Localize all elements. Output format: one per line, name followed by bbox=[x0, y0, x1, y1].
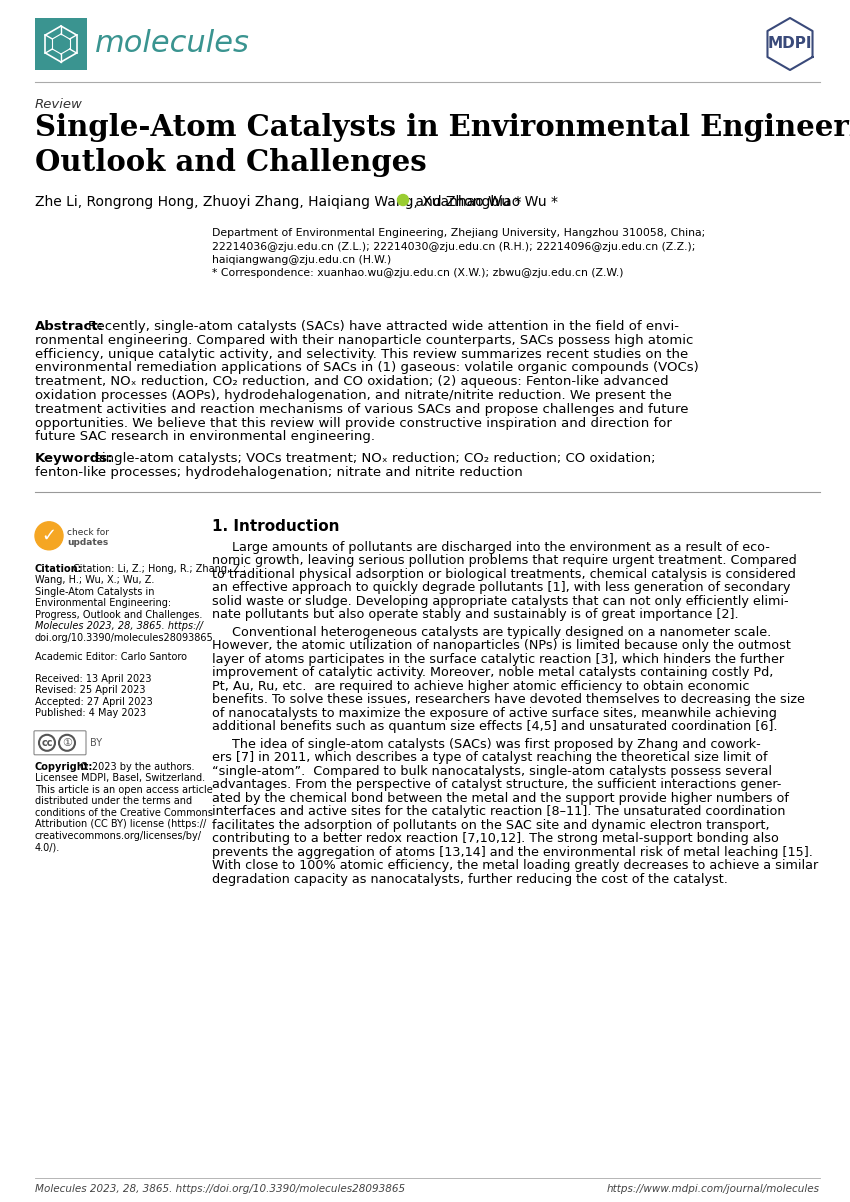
Text: Received: 13 April 2023: Received: 13 April 2023 bbox=[35, 674, 151, 684]
Text: Conventional heterogeneous catalysts are typically designed on a nanometer scale: Conventional heterogeneous catalysts are… bbox=[212, 626, 771, 638]
Text: Copyright:: Copyright: bbox=[35, 762, 94, 772]
Text: improvement of catalytic activity. Moreover, noble metal catalysts containing co: improvement of catalytic activity. Moreo… bbox=[212, 666, 774, 679]
Text: nomic growth, leaving serious pollution problems that require urgent treatment. : nomic growth, leaving serious pollution … bbox=[212, 554, 796, 567]
Text: benefits. To solve these issues, researchers have devoted themselves to decreasi: benefits. To solve these issues, researc… bbox=[212, 694, 805, 707]
Circle shape bbox=[35, 522, 63, 549]
Circle shape bbox=[398, 195, 409, 206]
Text: Attribution (CC BY) license (https://: Attribution (CC BY) license (https:// bbox=[35, 820, 207, 829]
Text: doi.org/10.3390/molecules28093865: doi.org/10.3390/molecules28093865 bbox=[35, 632, 213, 643]
Text: cc: cc bbox=[42, 738, 53, 748]
Text: Accepted: 27 April 2023: Accepted: 27 April 2023 bbox=[35, 697, 153, 707]
Text: Zhe Li, Rongrong Hong, Zhuoyi Zhang, Haiqiang Wang, Xuanhao Wu *: Zhe Li, Rongrong Hong, Zhuoyi Zhang, Hai… bbox=[35, 195, 522, 209]
Text: to traditional physical adsorption or biological treatments, chemical catalysis : to traditional physical adsorption or bi… bbox=[212, 567, 796, 581]
Text: https://www.mdpi.com/journal/molecules: https://www.mdpi.com/journal/molecules bbox=[607, 1184, 820, 1194]
Text: creativecommons.org/licenses/by/: creativecommons.org/licenses/by/ bbox=[35, 831, 202, 841]
Text: Academic Editor: Carlo Santoro: Academic Editor: Carlo Santoro bbox=[35, 653, 187, 662]
Text: degradation capacity as nanocatalysts, further reducing the cost of the catalyst: degradation capacity as nanocatalysts, f… bbox=[212, 873, 728, 886]
Text: fenton-like processes; hydrodehalogenation; nitrate and nitrite reduction: fenton-like processes; hydrodehalogenati… bbox=[35, 466, 523, 480]
Text: layer of atoms participates in the surface catalytic reaction [3], which hinders: layer of atoms participates in the surfa… bbox=[212, 653, 784, 666]
Text: haiqiangwang@zju.edu.cn (H.W.): haiqiangwang@zju.edu.cn (H.W.) bbox=[212, 255, 391, 264]
Text: Progress, Outlook and Challenges.: Progress, Outlook and Challenges. bbox=[35, 609, 202, 620]
Text: solid waste or sludge. Developing appropriate catalysts that can not only effici: solid waste or sludge. Developing approp… bbox=[212, 595, 789, 608]
Text: conditions of the Creative Commons: conditions of the Creative Commons bbox=[35, 808, 212, 817]
Text: Environmental Engineering:: Environmental Engineering: bbox=[35, 599, 171, 608]
Text: treatment activities and reaction mechanisms of various SACs and propose challen: treatment activities and reaction mechan… bbox=[35, 403, 688, 416]
Text: facilitates the adsorption of pollutants on the SAC site and dynamic electron tr: facilitates the adsorption of pollutants… bbox=[212, 819, 769, 832]
Text: prevents the aggregation of atoms [13,14] and the environmental risk of metal le: prevents the aggregation of atoms [13,14… bbox=[212, 846, 813, 858]
Text: Molecules 2023, 28, 3865. https://doi.org/10.3390/molecules28093865: Molecules 2023, 28, 3865. https://doi.or… bbox=[35, 1184, 405, 1194]
Text: Department of Environmental Engineering, Zhejiang University, Hangzhou 310058, C: Department of Environmental Engineering,… bbox=[212, 228, 706, 238]
Text: interfaces and active sites for the catalytic reaction [8–11]. The unsaturated c: interfaces and active sites for the cata… bbox=[212, 805, 785, 819]
Text: nate pollutants but also operate stably and sustainably is of great importance [: nate pollutants but also operate stably … bbox=[212, 608, 739, 621]
Text: opportunities. We believe that this review will provide constructive inspiration: opportunities. We believe that this revi… bbox=[35, 417, 672, 429]
Text: Single-Atom Catalysts in: Single-Atom Catalysts in bbox=[35, 587, 155, 597]
Text: contributing to a better redox reaction [7,10,12]. The strong metal-support bond: contributing to a better redox reaction … bbox=[212, 832, 779, 845]
Text: single-atom catalysts; VOCs treatment; NOₓ reduction; CO₂ reduction; CO oxidatio: single-atom catalysts; VOCs treatment; N… bbox=[95, 452, 655, 465]
Text: ers [7] in 2011, which describes a type of catalyst reaching the theoretical siz: ers [7] in 2011, which describes a type … bbox=[212, 751, 768, 764]
Text: The idea of single-atom catalysts (SACs) was first proposed by Zhang and cowork-: The idea of single-atom catalysts (SACs)… bbox=[212, 738, 761, 751]
Text: 4.0/).: 4.0/). bbox=[35, 843, 60, 852]
Text: advantages. From the perspective of catalyst structure, the sufficient interacti: advantages. From the perspective of cata… bbox=[212, 779, 781, 791]
Text: treatment, NOₓ reduction, CO₂ reduction, and CO oxidation; (2) aqueous: Fenton-l: treatment, NOₓ reduction, CO₂ reduction,… bbox=[35, 375, 669, 388]
Text: However, the atomic utilization of nanoparticles (NPs) is limited because only t: However, the atomic utilization of nanop… bbox=[212, 639, 790, 653]
Text: Published: 4 May 2023: Published: 4 May 2023 bbox=[35, 708, 146, 719]
Text: Citation: Li, Z.; Hong, R.; Zhang, Z.;: Citation: Li, Z.; Hong, R.; Zhang, Z.; bbox=[73, 564, 246, 573]
Text: Molecules 2023, 28, 3865. https://: Molecules 2023, 28, 3865. https:// bbox=[35, 621, 203, 631]
Text: check for: check for bbox=[67, 528, 109, 537]
Text: Single-Atom Catalysts in Environmental Engineering: Progress,: Single-Atom Catalysts in Environmental E… bbox=[35, 113, 850, 142]
Text: ①: ① bbox=[62, 738, 72, 748]
Text: future SAC research in environmental engineering.: future SAC research in environmental eng… bbox=[35, 430, 375, 444]
Text: Recently, single-atom catalysts (SACs) have attracted wide attention in the fiel: Recently, single-atom catalysts (SACs) h… bbox=[88, 320, 679, 333]
Text: and Zhongbiao Wu *: and Zhongbiao Wu * bbox=[411, 195, 558, 209]
Text: an effective approach to quickly degrade pollutants [1], with less generation of: an effective approach to quickly degrade… bbox=[212, 582, 790, 594]
Text: Licensee MDPI, Basel, Switzerland.: Licensee MDPI, Basel, Switzerland. bbox=[35, 773, 205, 784]
Text: additional benefits such as quantum size effects [4,5] and unsaturated coordinat: additional benefits such as quantum size… bbox=[212, 720, 778, 733]
Text: ✓: ✓ bbox=[42, 526, 57, 545]
Text: iD: iD bbox=[400, 197, 406, 202]
Text: environmental remediation applications of SACs in (1) gaseous: volatile organic : environmental remediation applications o… bbox=[35, 362, 699, 374]
Text: Abstract:: Abstract: bbox=[35, 320, 104, 333]
Text: Outlook and Challenges: Outlook and Challenges bbox=[35, 148, 427, 177]
Text: © 2023 by the authors.: © 2023 by the authors. bbox=[79, 762, 195, 772]
FancyBboxPatch shape bbox=[35, 18, 87, 70]
Text: Citation:: Citation: bbox=[35, 564, 82, 573]
Text: MDPI: MDPI bbox=[768, 36, 813, 52]
Text: Pt, Au, Ru, etc.  are required to achieve higher atomic efficiency to obtain eco: Pt, Au, Ru, etc. are required to achieve… bbox=[212, 680, 750, 692]
Text: ated by the chemical bond between the metal and the support provide higher numbe: ated by the chemical bond between the me… bbox=[212, 792, 789, 805]
FancyBboxPatch shape bbox=[34, 731, 86, 755]
Text: This article is an open access article: This article is an open access article bbox=[35, 785, 212, 795]
Text: of nanocatalysts to maximize the exposure of active surface sites, meanwhile ach: of nanocatalysts to maximize the exposur… bbox=[212, 707, 777, 720]
Text: Review: Review bbox=[35, 99, 82, 111]
Text: Keywords:: Keywords: bbox=[35, 452, 114, 465]
Text: updates: updates bbox=[67, 537, 108, 547]
Text: ronmental engineering. Compared with their nanoparticle counterparts, SACs posse: ronmental engineering. Compared with the… bbox=[35, 334, 694, 347]
Text: 1. Introduction: 1. Introduction bbox=[212, 519, 339, 534]
Text: “single-atom”.  Compared to bulk nanocatalysts, single-atom catalysts possess se: “single-atom”. Compared to bulk nanocata… bbox=[212, 764, 772, 778]
Text: BY: BY bbox=[90, 738, 102, 748]
Text: oxidation processes (AOPs), hydrodehalogenation, and nitrate/nitrite reduction. : oxidation processes (AOPs), hydrodehalog… bbox=[35, 389, 672, 401]
Text: distributed under the terms and: distributed under the terms and bbox=[35, 796, 192, 807]
Text: Wang, H.; Wu, X.; Wu, Z.: Wang, H.; Wu, X.; Wu, Z. bbox=[35, 576, 155, 585]
Text: efficiency, unique catalytic activity, and selectivity. This review summarizes r: efficiency, unique catalytic activity, a… bbox=[35, 347, 688, 361]
Text: * Correspondence: xuanhao.wu@zju.edu.cn (X.W.); zbwu@zju.edu.cn (Z.W.): * Correspondence: xuanhao.wu@zju.edu.cn … bbox=[212, 268, 624, 279]
Text: Revised: 25 April 2023: Revised: 25 April 2023 bbox=[35, 685, 145, 695]
Text: Large amounts of pollutants are discharged into the environment as a result of e: Large amounts of pollutants are discharg… bbox=[212, 541, 770, 554]
Text: 22214036@zju.edu.cn (Z.L.); 22214030@zju.edu.cn (R.H.); 22214096@zju.edu.cn (Z.Z: 22214036@zju.edu.cn (Z.L.); 22214030@zju… bbox=[212, 242, 695, 251]
Text: With close to 100% atomic efficiency, the metal loading greatly decreases to ach: With close to 100% atomic efficiency, th… bbox=[212, 859, 819, 873]
Text: molecules: molecules bbox=[95, 30, 250, 59]
